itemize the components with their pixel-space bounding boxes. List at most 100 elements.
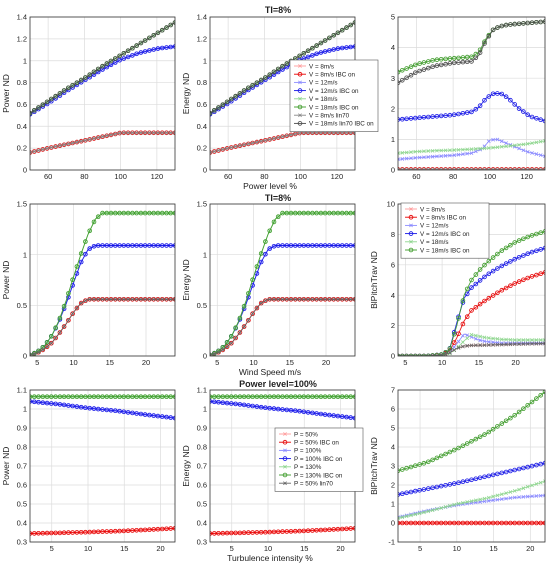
data-point <box>314 527 319 533</box>
data-point <box>399 520 405 526</box>
data-point <box>210 150 212 155</box>
data-point <box>271 69 277 75</box>
data-point <box>495 520 500 526</box>
data-point <box>508 468 513 474</box>
series-group <box>210 394 355 536</box>
legend-label: P = 50% IBC on <box>294 440 339 447</box>
data-point <box>173 526 175 531</box>
data-point <box>323 297 328 302</box>
panel-7: 5 10 15 20 0.3 0.4 0.5 0.6 0.7 0.8 0.9 1 1.1 Power ND <box>1 386 176 553</box>
data-point <box>30 394 32 399</box>
data-point <box>327 48 332 53</box>
y-tick-label: 2 <box>391 104 395 113</box>
data-point <box>267 72 273 77</box>
data-point <box>220 102 226 107</box>
data-point <box>284 133 289 138</box>
data-point <box>263 394 268 400</box>
series-line <box>398 21 545 84</box>
data-point <box>447 520 453 526</box>
data-point <box>495 337 500 341</box>
data-point <box>134 243 139 248</box>
data-point <box>159 414 165 419</box>
data-point <box>147 412 152 418</box>
data-point <box>258 259 264 265</box>
y-tick-label: 10 <box>387 200 395 209</box>
data-point <box>452 345 457 349</box>
data-point <box>430 148 435 153</box>
data-point <box>486 94 492 99</box>
data-point <box>439 167 444 170</box>
data-point <box>443 520 448 526</box>
data-point <box>280 394 285 400</box>
y-tick-label: -1 <box>388 538 395 547</box>
data-point <box>525 338 530 342</box>
data-point <box>451 60 457 66</box>
data-point <box>412 488 418 494</box>
data-point <box>224 530 230 536</box>
data-point <box>284 61 290 66</box>
plot-frame <box>397 389 546 543</box>
data-point <box>70 394 75 400</box>
data-point <box>516 106 522 111</box>
data-point <box>517 167 521 170</box>
data-point <box>275 243 281 248</box>
y-tick-label: 0.8 <box>197 78 207 87</box>
data-point <box>473 436 479 442</box>
y-tick-label: 0.9 <box>197 424 207 433</box>
data-point <box>78 77 84 83</box>
legend-marker <box>283 448 287 453</box>
data-point <box>263 251 268 257</box>
data-point <box>447 61 453 66</box>
data-point <box>464 286 470 292</box>
data-point <box>534 248 539 254</box>
data-point <box>318 210 324 216</box>
data-point <box>280 407 285 412</box>
data-point <box>529 520 535 526</box>
data-point <box>160 130 165 135</box>
x-tick-label: 120 <box>520 172 533 181</box>
data-point <box>525 484 530 489</box>
legend-marker <box>408 231 414 236</box>
data-point <box>301 210 307 216</box>
data-point <box>499 421 505 426</box>
data-point <box>210 353 212 356</box>
data-point <box>417 61 422 66</box>
data-point <box>267 246 273 251</box>
data-point <box>172 394 175 399</box>
legend-marker <box>298 80 302 85</box>
data-point <box>335 210 341 216</box>
data-point <box>36 350 41 355</box>
x-tick-label: 5 <box>403 358 407 367</box>
data-point <box>48 530 54 536</box>
data-point <box>452 348 457 352</box>
data-point <box>327 35 332 41</box>
data-point <box>434 455 440 461</box>
data-point <box>109 297 113 302</box>
data-point <box>225 344 229 349</box>
y-tick-label: 1 <box>203 56 207 65</box>
data-point <box>70 311 75 316</box>
data-point <box>138 527 144 533</box>
y-tick-label: 1.4 <box>197 13 207 22</box>
data-point <box>314 43 319 48</box>
data-point <box>147 48 152 53</box>
data-point <box>543 139 545 143</box>
y-axis-label: Energy ND <box>181 445 191 487</box>
data-point <box>464 291 470 297</box>
data-point <box>246 85 251 91</box>
x-tick-label: 5 <box>418 544 422 553</box>
data-point <box>275 529 281 535</box>
data-point <box>293 297 298 302</box>
data-point <box>353 416 355 421</box>
data-point <box>318 394 324 400</box>
data-point <box>314 297 319 302</box>
data-point <box>421 520 427 526</box>
data-point <box>272 136 276 141</box>
x-tick-label: 5 <box>230 544 234 553</box>
data-point <box>61 402 67 408</box>
data-point <box>318 297 323 302</box>
data-point <box>508 242 513 248</box>
legend-label: V = 18m/s <box>420 239 449 246</box>
data-point <box>529 114 535 120</box>
data-point <box>30 399 32 404</box>
